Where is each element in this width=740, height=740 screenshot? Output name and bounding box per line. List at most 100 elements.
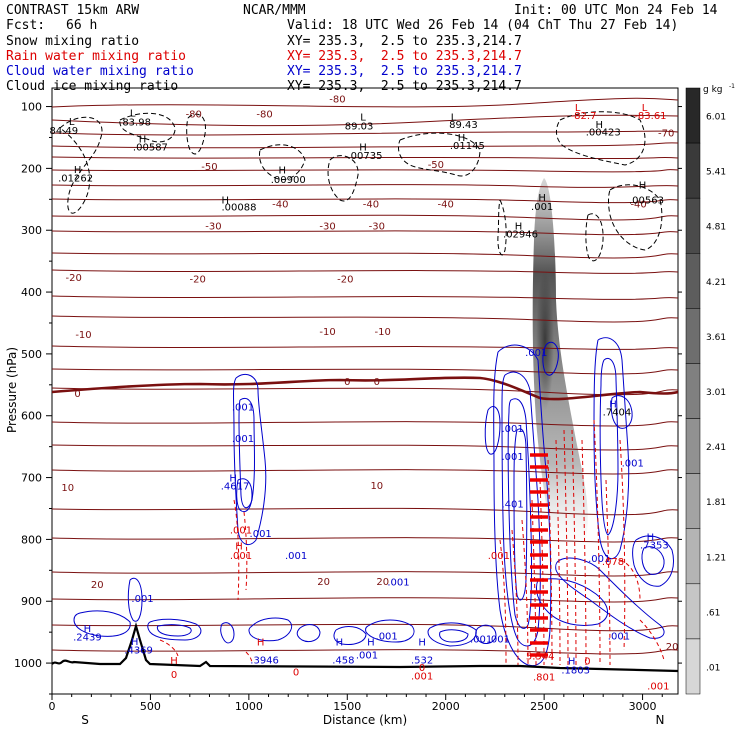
extremum-label: H [647, 532, 655, 543]
extremum-label: .001 [588, 554, 610, 565]
extremum-label: L [575, 103, 581, 114]
extremum-label: .401 [502, 500, 524, 511]
temperature-label: 20 [376, 577, 389, 588]
extremum-label: .001 [285, 551, 307, 562]
y-tick-label: 600 [21, 410, 42, 423]
colorbar-label: 1.81 [706, 498, 726, 508]
colorbar: 6.01 5.41 4.81 4.21 3.61 3.01 2.41 1.81 1.21 .61.… [685, 87, 726, 695]
extremum-label: H [568, 657, 576, 668]
extremum-label: .3946 [250, 655, 279, 666]
x-tick-label: 500 [140, 700, 161, 713]
extremum-label: .001 [502, 424, 524, 435]
x-axis-label: Distance (km) [323, 713, 407, 727]
extremum-label: .001 [232, 402, 254, 413]
freezing-level-line [52, 376, 678, 401]
extremum-label: .2439 [73, 632, 102, 643]
extremum-label: H [359, 143, 367, 154]
extremum-label: .801 [533, 673, 555, 684]
extremum-label: .001 [525, 348, 547, 359]
colorbar-swatch [685, 638, 701, 695]
extremum-label: H [221, 195, 229, 206]
extremum-label: .001 [488, 551, 510, 562]
y-axis-label: Pressure (hPa) [5, 347, 19, 433]
terrain-line [51, 621, 679, 673]
extremum-label: H [595, 120, 603, 131]
valid-time: Valid: 18 UTC Wed 26 Feb 14 (04 ChT Thu … [287, 18, 679, 33]
extremum-label: .4369 [124, 645, 153, 656]
extremum-label: .001 [470, 634, 492, 645]
colorbar-label: .61 [706, 608, 720, 618]
extremum-label: .4617 [221, 482, 250, 493]
y-tick-label: 200 [21, 162, 42, 175]
temperature-label: -30 [369, 221, 385, 232]
extremum-label: 0 [584, 657, 590, 668]
extremum-label: .001 [232, 434, 254, 445]
extremum-label: .00587 [133, 143, 168, 154]
init-time: Init: 00 UTC Mon 24 Feb 14 [514, 3, 718, 18]
colorbar-label: 1.21 [706, 553, 726, 563]
extremum-label: 0 [419, 663, 425, 674]
extremum-label: .458 [332, 655, 354, 666]
colorbar-label: 3.01 [706, 388, 726, 398]
temperature-label: -80 [186, 109, 202, 120]
extremum-label: .001 [502, 452, 524, 463]
extremum-label: .00735 [348, 151, 383, 162]
colorbar-swatch [685, 308, 701, 364]
x-axis-right-end: N [656, 713, 665, 727]
field-rain-xy: XY= 235.3, 2.5 to 235.3,214.7 [287, 49, 522, 64]
field-cloudice-name: Cloud ice mixing ratio [6, 79, 179, 94]
temperature-label: -40 [272, 200, 288, 211]
extremum-label: .532 [411, 655, 433, 666]
extremum-label: .001 [488, 634, 510, 645]
temperature-label: -20 [337, 274, 353, 285]
temperature-label: -10 [375, 327, 391, 338]
colorbar-label: 2.41 [706, 443, 726, 453]
temperature-label: -30 [205, 221, 221, 232]
extremum-label: .001 [356, 650, 378, 661]
extremum-label: H [170, 656, 178, 667]
colorbar-label: .01 [706, 663, 720, 673]
x-axis: 0 500 1000 1500 2000 2500 3000 [49, 694, 663, 713]
colorbar-swatch [685, 363, 701, 419]
y-tick-label: 500 [21, 348, 42, 361]
extremum-label: 89.43 [449, 120, 478, 131]
x-tick-label: 1500 [333, 700, 361, 713]
extremum-label: H [131, 637, 139, 648]
temperature-label: -30 [319, 221, 335, 232]
colorbar-swatch [685, 528, 701, 585]
extremum-label: L [130, 109, 136, 120]
y-tick-label: 1000 [14, 657, 42, 670]
extremum-label: .00900 [271, 175, 306, 186]
extremum-label: .001 [131, 594, 153, 605]
extremum-label: H [609, 399, 617, 410]
y-tick-label: 800 [21, 533, 42, 546]
extremum-label: .001 [230, 551, 252, 562]
colorbar-label: 4.21 [706, 278, 726, 288]
extremum-label: L [360, 112, 366, 123]
temperature-label: -50 [428, 160, 444, 171]
extremum-label: H [74, 165, 82, 176]
extremum-label: .7404 [603, 407, 632, 418]
cloud-water-contours [73, 337, 674, 667]
x-tick-label: 3000 [629, 700, 657, 713]
extremum-label: .001 [622, 459, 644, 470]
extremum-label: .00088 [222, 203, 257, 214]
rain-core [530, 453, 548, 657]
extremum-label: 83.98 [122, 117, 151, 128]
extremum-label: .001 [647, 681, 669, 692]
temperature-label: -40 [363, 200, 379, 211]
colorbar-label: 5.41 [706, 168, 726, 178]
temperature-label: -70 [658, 129, 674, 140]
extremum-label: H [235, 542, 243, 553]
colorbar-swatch [685, 87, 701, 144]
y-tick-label: 700 [21, 472, 42, 485]
extremum-label: H [639, 180, 647, 191]
extremum-label: .001 [608, 631, 630, 642]
extremum-label: H [515, 221, 523, 232]
temperature-label: -10 [75, 330, 91, 341]
temperature-label: -20 [190, 274, 206, 285]
extremum-label: L [451, 112, 457, 123]
x-tick-label: 0 [49, 700, 56, 713]
